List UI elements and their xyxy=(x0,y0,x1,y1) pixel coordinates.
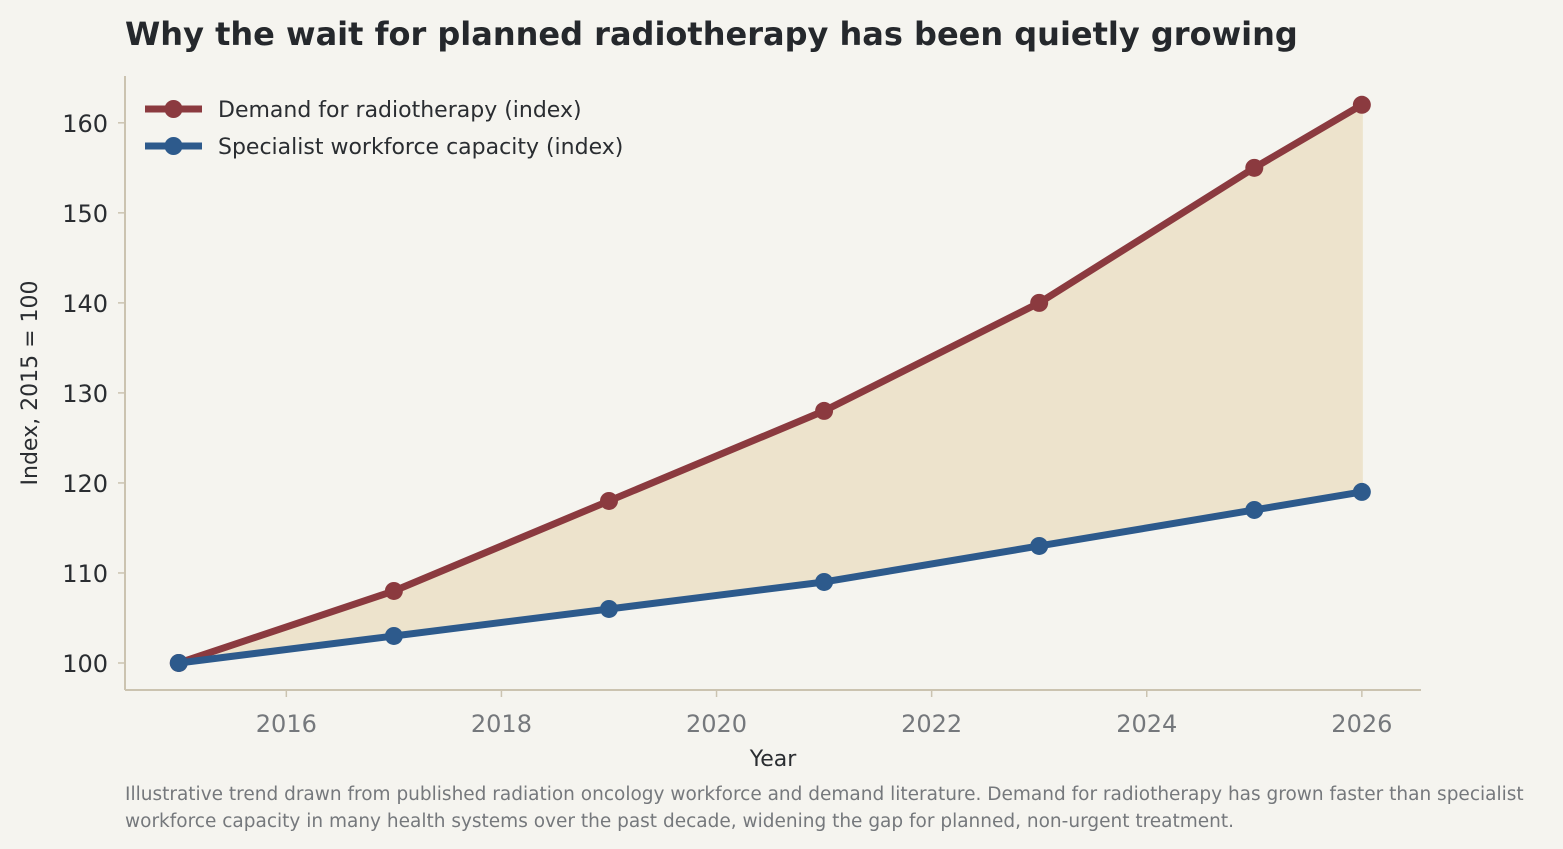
y-axis: 100 110 120 130 140 150 160 xyxy=(62,76,126,690)
series-1-point xyxy=(1352,482,1371,501)
legend-marker-0 xyxy=(164,100,183,118)
series-0-point xyxy=(384,581,403,600)
plot-area xyxy=(169,95,1371,672)
x-tick-label: 2024 xyxy=(1116,710,1177,738)
series-0-point xyxy=(1245,158,1264,177)
y-tick-label: 150 xyxy=(62,200,108,228)
series-0-point xyxy=(1030,293,1049,312)
y-tick-label: 120 xyxy=(62,470,108,498)
legend-label-1: Specialist workforce capacity (index) xyxy=(218,135,623,160)
series-1-point xyxy=(169,653,188,672)
legend: Demand for radiotherapy (index) Specialis… xyxy=(145,98,623,160)
x-tick-label: 2026 xyxy=(1331,710,1392,738)
x-tick-label: 2018 xyxy=(471,710,532,738)
x-axis: 2016 2018 2020 2022 2024 2026 xyxy=(125,689,1421,738)
y-tick-label: 130 xyxy=(62,380,108,408)
series-0-point xyxy=(1352,95,1371,114)
series-0-point xyxy=(599,491,618,510)
series-1-point xyxy=(384,626,403,645)
x-tick-label: 2022 xyxy=(901,710,962,738)
series-1-point xyxy=(1245,500,1264,519)
chart-caption: Illustrative trend drawn from published … xyxy=(125,784,1524,832)
chart-title: Why the wait for planned radiotherapy ha… xyxy=(125,15,1298,53)
x-axis-label: Year xyxy=(749,747,798,772)
y-tick-label: 140 xyxy=(62,290,108,318)
y-tick-label: 110 xyxy=(62,560,108,588)
series-1-point xyxy=(599,599,618,618)
legend-marker-1 xyxy=(164,137,183,155)
y-tick-label: 160 xyxy=(62,110,108,138)
x-tick-label: 2016 xyxy=(256,710,317,738)
series-1-point xyxy=(815,572,834,591)
x-tick-label: 2020 xyxy=(686,710,747,738)
y-axis-label: Index, 2015 = 100 xyxy=(18,281,43,486)
gap-fill-area xyxy=(178,103,1363,664)
series-1-point xyxy=(1030,536,1049,555)
series-0-point xyxy=(815,401,834,420)
y-tick-label: 100 xyxy=(62,650,108,678)
legend-label-0: Demand for radiotherapy (index) xyxy=(218,98,582,123)
